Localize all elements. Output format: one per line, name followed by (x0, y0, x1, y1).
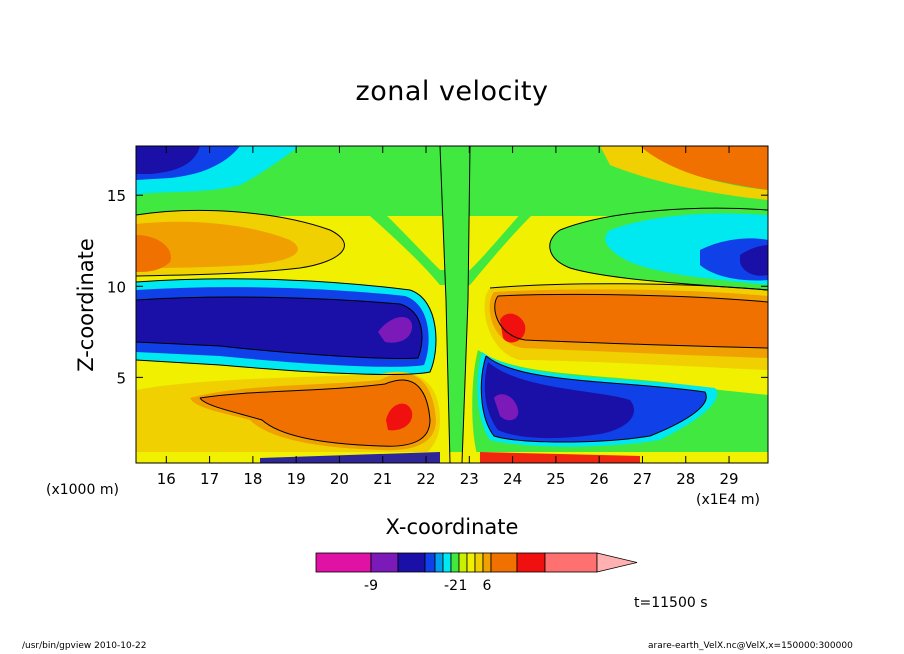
colorbar-swatch (482, 552, 492, 573)
y-tick-label: 5 (116, 369, 126, 387)
x-tick-label: 16 (157, 470, 176, 488)
x-tick-label: 24 (503, 470, 522, 488)
colorbar-swatch (442, 552, 452, 573)
colorbar-swatch (434, 552, 444, 573)
colorbar-label: -2 (444, 578, 458, 594)
surface-right-red (480, 452, 640, 463)
colorbar-swatch (450, 552, 460, 573)
footer-right: arare-earth_VelX.nc@VelX,x=150000:300000 (648, 641, 853, 651)
mid-left-core (136, 297, 423, 359)
colorbar-swatch (424, 552, 436, 573)
upper-right-navy (740, 245, 768, 276)
x-tick-label: 25 (546, 470, 565, 488)
y-tick-label: 15 (107, 187, 126, 205)
top-left-navy (136, 146, 200, 174)
upper-left-core (136, 235, 171, 272)
colorbar-swatch (466, 552, 476, 573)
surface-band (136, 452, 768, 463)
x-unit-right: (x1E4 m) (696, 492, 760, 508)
x-unit-left: (x1000 m) (46, 482, 119, 498)
colorbar-swatch (370, 552, 399, 573)
x-tick-label: 21 (373, 470, 392, 488)
center-branches (350, 185, 550, 285)
colorbar-label: 6 (483, 578, 492, 594)
center-spine (440, 146, 470, 463)
colorbar-swatch (544, 552, 598, 573)
x-axis-label: X-coordinate (385, 515, 519, 539)
mid-right-core (494, 294, 768, 348)
y-tick-label: 10 (107, 278, 126, 296)
x-tick-label: 19 (287, 470, 306, 488)
plot-area (136, 146, 768, 463)
surface-left-navy (260, 452, 440, 463)
chart-title: zonal velocity (355, 76, 549, 107)
x-axis: 16 17 18 19 20 21 22 23 24 25 26 27 28 29 (157, 146, 739, 488)
x-tick-label: 22 (416, 470, 435, 488)
mid-right-red (500, 313, 526, 343)
colorbar-swatch (516, 552, 546, 573)
y-axis-label: Z-coordinate (74, 238, 98, 372)
colorbar: -9 -2 1 6 (315, 552, 638, 594)
colorbar-swatch (474, 552, 484, 573)
top-right-orange (640, 146, 768, 190)
x-tick-label: 23 (460, 470, 479, 488)
y-axis: 5 10 15 (107, 187, 768, 387)
x-tick-label: 26 (590, 470, 609, 488)
x-tick-label: 28 (676, 470, 695, 488)
top-right-light (600, 146, 768, 200)
low-left-red (386, 403, 413, 431)
x-tick-label: 27 (633, 470, 652, 488)
low-left-orange (200, 379, 430, 447)
x-tick-label: 20 (330, 470, 349, 488)
colorbar-swatch (397, 552, 426, 573)
low-right-navy (484, 362, 635, 439)
colorbar-arrow (596, 552, 638, 573)
plot-frame (135, 145, 769, 464)
low-right-purple (494, 394, 519, 421)
footer-left: /usr/bin/gpview 2010-10-22 (22, 641, 147, 651)
colorbar-label: -9 (364, 578, 378, 594)
upper-left-warm2 (136, 221, 298, 268)
x-tick-label: 29 (719, 470, 738, 488)
colorbar-swatch (315, 552, 372, 573)
x-tick-label: 18 (243, 470, 262, 488)
time-annotation: t=11500 s (634, 595, 708, 611)
mid-left-purple (378, 316, 413, 343)
colorbar-label: 1 (459, 578, 468, 594)
x-tick-label: 17 (200, 470, 219, 488)
contour-lines (136, 146, 768, 463)
colorbar-swatch (490, 552, 518, 573)
colorbar-swatch (458, 552, 468, 573)
